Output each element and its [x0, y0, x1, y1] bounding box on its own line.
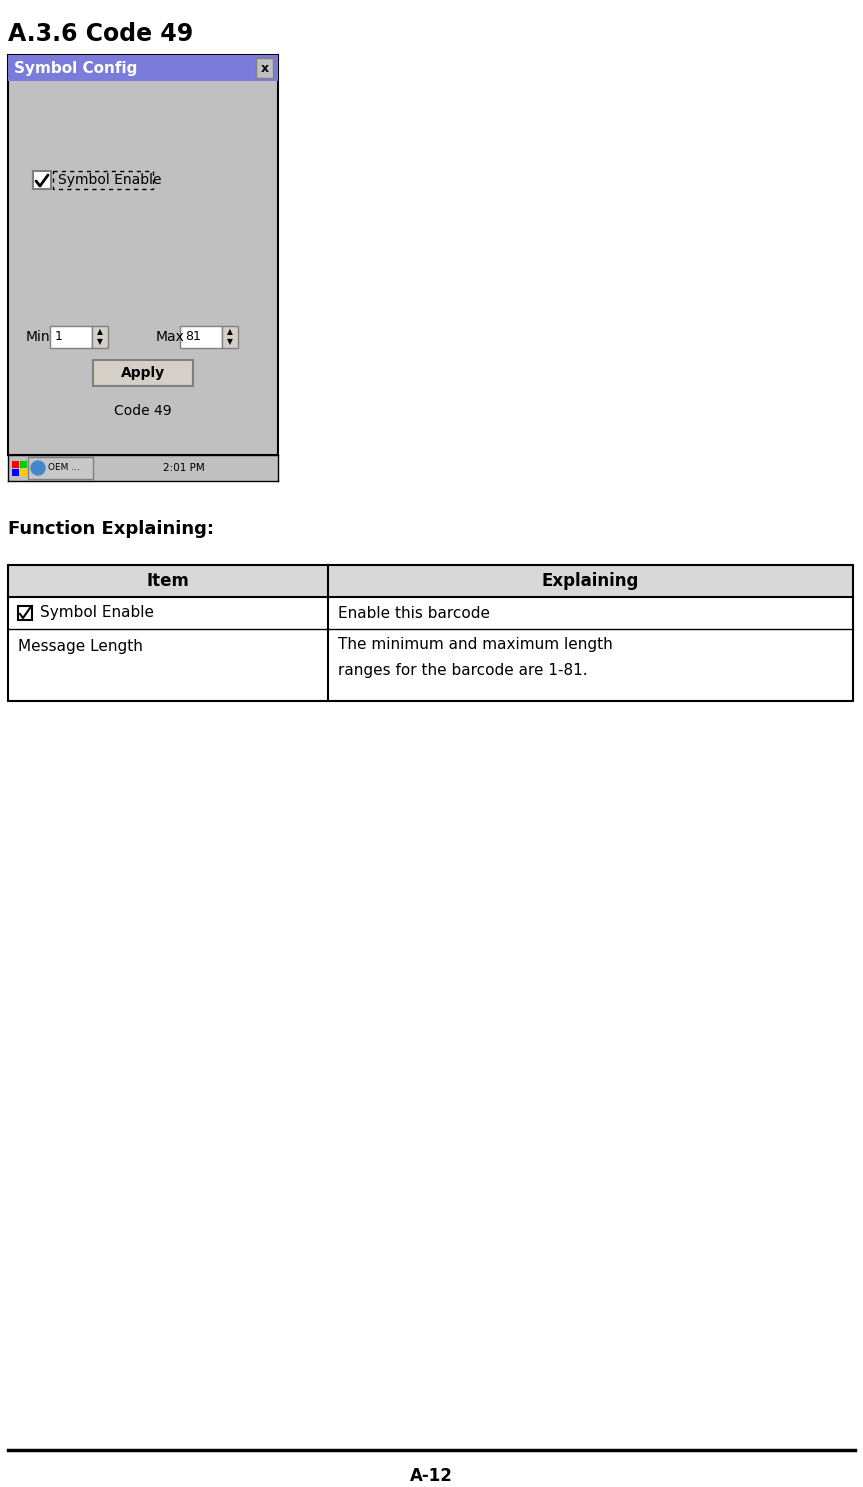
- Text: Symbol Enable: Symbol Enable: [40, 605, 154, 620]
- Bar: [256, 58, 273, 77]
- Text: ▼: ▼: [227, 338, 233, 346]
- Bar: [222, 326, 238, 348]
- Bar: [8, 565, 853, 596]
- Bar: [12, 461, 19, 467]
- Text: Apply: Apply: [121, 366, 165, 381]
- Text: Enable this barcode: Enable this barcode: [338, 605, 490, 620]
- Text: Code 49: Code 49: [114, 404, 172, 418]
- Bar: [8, 565, 853, 700]
- Circle shape: [31, 461, 45, 474]
- Bar: [12, 468, 19, 476]
- Bar: [33, 171, 51, 189]
- Text: ▼: ▼: [97, 338, 103, 346]
- Bar: [53, 171, 153, 189]
- Text: ▲: ▲: [97, 327, 103, 336]
- Text: A.3.6 Code 49: A.3.6 Code 49: [8, 22, 193, 46]
- Text: 81: 81: [185, 330, 201, 343]
- Bar: [8, 55, 278, 80]
- Bar: [50, 326, 92, 348]
- Text: Symbol Config: Symbol Config: [14, 61, 137, 76]
- Text: ▲: ▲: [227, 327, 233, 336]
- Text: 1: 1: [55, 330, 63, 343]
- Bar: [28, 457, 93, 479]
- Bar: [20, 461, 27, 467]
- Bar: [93, 360, 193, 387]
- Text: Message Length: Message Length: [18, 639, 143, 654]
- Text: Max: Max: [156, 330, 185, 343]
- Bar: [20, 468, 27, 476]
- Text: Min: Min: [26, 330, 51, 343]
- Bar: [180, 326, 222, 348]
- Text: 2:01 PM: 2:01 PM: [163, 462, 205, 473]
- Bar: [18, 607, 32, 620]
- Text: Symbol Enable: Symbol Enable: [58, 172, 161, 187]
- Text: Function Explaining:: Function Explaining:: [8, 520, 214, 538]
- Text: Item: Item: [147, 572, 190, 590]
- Text: Explaining: Explaining: [542, 572, 639, 590]
- Text: x: x: [261, 61, 269, 74]
- Text: ranges for the barcode are 1-81.: ranges for the barcode are 1-81.: [338, 663, 588, 678]
- Text: The minimum and maximum length: The minimum and maximum length: [338, 636, 613, 651]
- Bar: [8, 455, 278, 480]
- Text: OEM ...: OEM ...: [48, 464, 80, 473]
- Text: A-12: A-12: [410, 1468, 453, 1486]
- Bar: [92, 326, 108, 348]
- Bar: [8, 55, 278, 455]
